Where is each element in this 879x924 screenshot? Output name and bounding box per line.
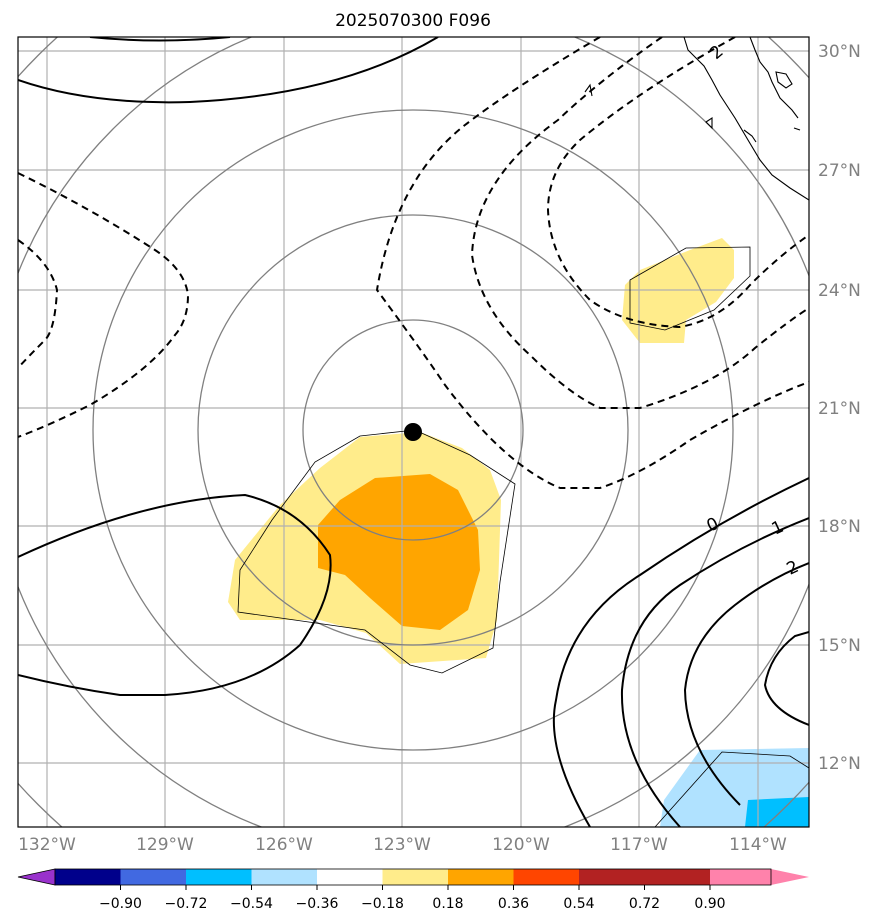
colorbar-ticks: [120, 885, 711, 890]
colorbar-segment: [513, 869, 579, 885]
dashed-contours: [18, 37, 809, 489]
lat-tick-label: 12°N: [818, 754, 861, 774]
colorbar-tick-label: −0.36: [296, 896, 339, 912]
lon-tick-label: 132°W: [18, 835, 76, 855]
lat-tick-label: 18°N: [818, 517, 861, 537]
colorbar-segment: [579, 869, 645, 885]
figure-title: 2025070300 F096: [335, 11, 491, 31]
colorbar-segment: [186, 869, 252, 885]
colorbar-segment: [317, 869, 383, 885]
lon-axis: 132°W 129°W 126°W 123°W 120°W 117°W 114°…: [18, 835, 787, 855]
solid-contours: [18, 37, 809, 827]
colorbar-segment: [644, 869, 710, 885]
lat-axis: 30°N 27°N 24°N 21°N 18°N 15°N 12°N: [818, 42, 861, 774]
lon-tick-label: 123°W: [373, 835, 431, 855]
colorbar-extend-low: [17, 868, 56, 886]
colorbar: −0.90 −0.72 −0.54 −0.36 −0.18 0.18 0.36 …: [17, 868, 809, 912]
lat-tick-label: 24°N: [818, 281, 861, 301]
map-frame: [17, 36, 810, 828]
colorbar-tick-label: 0.54: [563, 896, 594, 912]
colorbar-tick-label: 0.72: [629, 896, 660, 912]
lat-tick-label: 30°N: [818, 42, 861, 62]
lon-tick-label: 117°W: [610, 835, 668, 855]
colorbar-tick-label: 0.90: [694, 896, 725, 912]
lat-tick-label: 27°N: [818, 161, 861, 181]
lat-tick-label: 21°N: [818, 399, 861, 419]
lon-tick-label: 126°W: [255, 835, 313, 855]
colorbar-segment: [251, 869, 317, 885]
colorbar-tick-label: 0.36: [498, 896, 529, 912]
colorbar-tick-label: −0.72: [165, 896, 208, 912]
lat-tick-label: 15°N: [818, 636, 861, 656]
colorbar-tick-label: −0.54: [230, 896, 273, 912]
colorbar-tick-label: 0.18: [432, 896, 463, 912]
colorbar-segment: [382, 869, 448, 885]
lon-tick-label: 120°W: [492, 835, 550, 855]
shade-outlines: [237, 246, 809, 827]
colorbar-tick-label: −0.90: [99, 896, 142, 912]
storm-center-marker: [404, 423, 422, 441]
coastline: [584, 37, 809, 201]
colorbar-tick-label: −0.18: [361, 896, 404, 912]
lon-tick-label: 129°W: [136, 835, 194, 855]
colorbar-segment: [55, 869, 121, 885]
shade-orange-main: [318, 474, 480, 630]
colorbar-segment: [448, 869, 514, 885]
colorbar-segment: [120, 869, 186, 885]
shade-cyan-se: [745, 797, 809, 827]
lon-tick-label: 114°W: [729, 835, 787, 855]
